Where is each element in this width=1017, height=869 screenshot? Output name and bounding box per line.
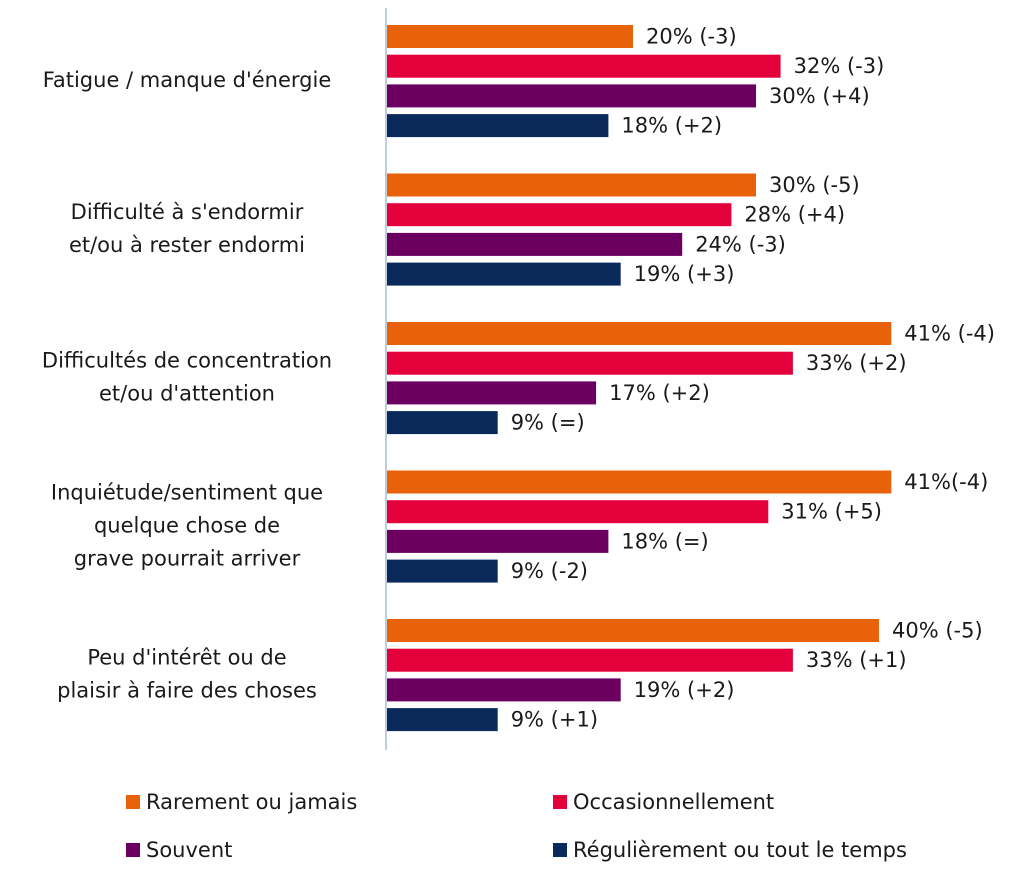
- legend-swatch: [126, 795, 140, 809]
- category-label: Difficulté à s'endormir: [71, 200, 304, 224]
- legend-label: Occasionnellement: [573, 790, 774, 814]
- value-label: 30% (-5): [769, 173, 860, 197]
- value-label: 19% (+3): [634, 262, 735, 286]
- bar: [387, 708, 498, 732]
- bar: [387, 351, 793, 375]
- bar: [387, 619, 879, 642]
- bar: [387, 262, 621, 286]
- bar: [387, 381, 597, 405]
- bar: [387, 500, 769, 524]
- bar: [387, 529, 609, 553]
- value-label: 32% (-3): [794, 54, 885, 78]
- category-label: Fatigue / manque d'énergie: [43, 68, 332, 92]
- value-label: 18% (=): [621, 529, 708, 553]
- category-label: Inquiétude/sentiment que: [51, 481, 323, 505]
- category-label: grave pourrait arriver: [74, 547, 301, 571]
- category-label: quelque chose de: [94, 514, 280, 538]
- bar: [387, 411, 498, 435]
- bar: [387, 84, 756, 108]
- value-label: 24% (-3): [695, 232, 786, 256]
- bar: [387, 114, 609, 138]
- bar: [387, 203, 732, 227]
- value-label: 33% (+2): [806, 351, 907, 375]
- value-label: 20% (-3): [646, 25, 737, 49]
- bar: [387, 678, 621, 702]
- bar: [387, 25, 633, 48]
- value-label: 31% (+5): [781, 500, 882, 524]
- value-label: 28% (+4): [744, 203, 845, 227]
- bar: [387, 470, 892, 494]
- value-label: 19% (+2): [634, 678, 735, 702]
- bar: [387, 648, 793, 672]
- legend-swatch: [553, 843, 567, 857]
- bar: [387, 54, 781, 78]
- legend-swatch: [126, 843, 140, 857]
- value-label: 40% (-5): [892, 619, 983, 643]
- value-label: 30% (+4): [769, 84, 870, 108]
- legend-swatch: [553, 795, 567, 809]
- legend-label: Souvent: [146, 838, 232, 862]
- category-label: et/ou à rester endormi: [69, 233, 305, 257]
- category-label: Difficultés de concentration: [42, 349, 332, 373]
- value-label: 9% (=): [511, 411, 585, 435]
- value-label: 9% (+1): [511, 708, 598, 732]
- value-label: 41% (-4): [904, 322, 995, 346]
- category-label: et/ou d'attention: [99, 382, 275, 406]
- legend-label: Rarement ou jamais: [146, 790, 357, 814]
- category-label: Peu d'intérêt ou de: [87, 646, 286, 670]
- value-label: 9% (-2): [511, 559, 588, 583]
- bar: [387, 322, 892, 345]
- bar: [387, 232, 683, 256]
- bar: [387, 559, 498, 583]
- value-label: 41%(-4): [904, 470, 988, 494]
- legend-label: Régulièrement ou tout le temps: [573, 838, 907, 862]
- bar: [387, 173, 756, 197]
- value-label: 33% (+1): [806, 648, 907, 672]
- value-label: 18% (+2): [621, 114, 722, 138]
- value-label: 17% (+2): [609, 381, 710, 405]
- category-label: plaisir à faire des choses: [57, 679, 317, 703]
